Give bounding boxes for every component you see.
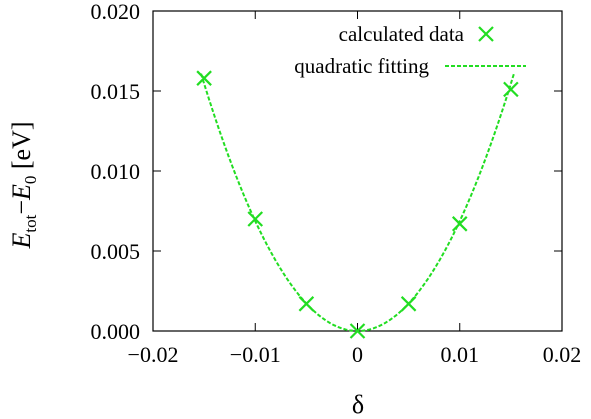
y-axis-title-minus: − (7, 200, 36, 215)
data-point (349, 323, 366, 339)
data-point-stroke (503, 81, 519, 98)
axis-labels: δ Etot−E0 [eV] (7, 121, 364, 419)
y-axis-title-e1: E (7, 233, 36, 250)
legend-label-quadratic-fitting: quadratic fitting (294, 54, 429, 78)
y-axis-title-e2: E (7, 184, 36, 201)
data-point-stroke (298, 296, 315, 312)
x-tick-label: 0.02 (543, 342, 582, 367)
x-tick-label: 0.01 (441, 342, 480, 367)
data-point (400, 296, 417, 312)
y-axis-title-sub1: tot (21, 214, 40, 232)
data-point (451, 216, 468, 232)
legend: calculated data quadratic fitting (294, 22, 526, 78)
data-point (298, 296, 315, 312)
y-axis-title-sub2: 0 (21, 176, 40, 185)
y-axis-title-unit: [eV] (7, 121, 36, 175)
data-point-stroke (451, 216, 468, 232)
y-tick-label: 0.020 (91, 0, 141, 24)
legend-label-calculated-data: calculated data (339, 22, 465, 46)
y-tick-label: 0.010 (91, 159, 141, 184)
data-point-stroke (349, 323, 366, 339)
data-point (247, 211, 264, 227)
y-tick-label: 0.000 (91, 319, 141, 344)
y-tick-label: 0.015 (91, 79, 141, 104)
data-point (196, 70, 212, 86)
x-tick-label: −0.02 (128, 342, 179, 367)
legend-marker-x (478, 26, 494, 42)
y-axis-title: Etot−E0 [eV] (7, 121, 40, 249)
data-point-stroke (196, 70, 212, 86)
plot-area (196, 70, 519, 339)
axes: −0.02 −0.01 0 0.01 0.02 0.000 0.005 0.010 0.015 0… (91, 0, 582, 367)
y-tick-label: 0.005 (91, 239, 141, 264)
data-point-stroke (400, 296, 417, 312)
x-tick-label: 0 (352, 342, 363, 367)
data-point-stroke (247, 211, 264, 227)
x-tick-label: −0.01 (230, 342, 281, 367)
x-axis-title: δ (352, 390, 364, 419)
data-point (503, 81, 519, 98)
series-quadratic-fitting-line (200, 73, 515, 333)
